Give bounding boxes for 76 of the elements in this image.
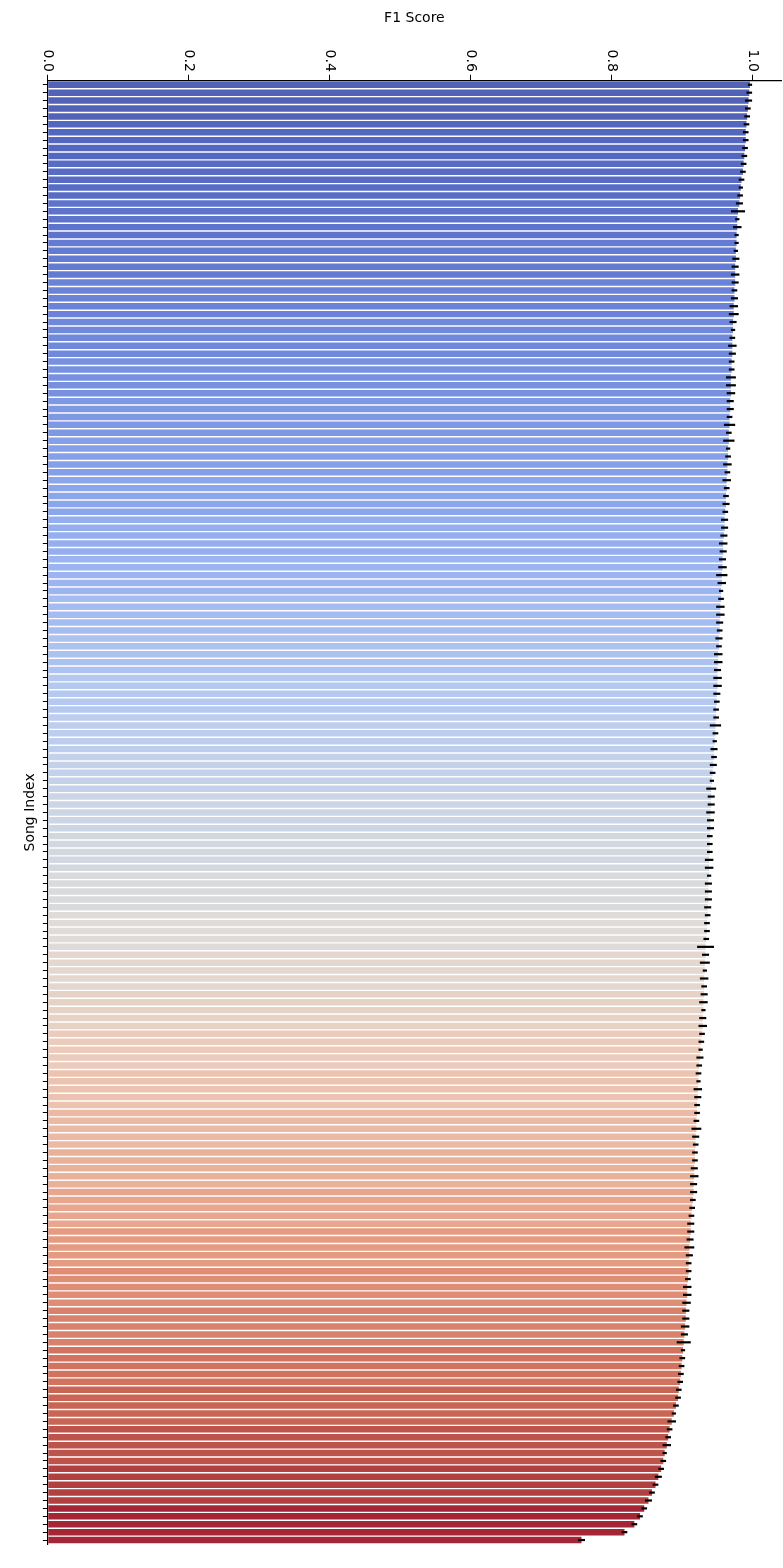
bar — [48, 1528, 625, 1536]
bar — [48, 943, 706, 951]
bar — [48, 397, 731, 405]
bar — [48, 239, 737, 247]
bar — [48, 1109, 698, 1117]
bar — [48, 1117, 697, 1125]
bar — [48, 1449, 665, 1457]
bar — [48, 595, 722, 603]
bar — [48, 1536, 582, 1544]
bar — [48, 405, 731, 413]
x-axis-title: F1 Score — [384, 9, 445, 26]
bar — [48, 1006, 704, 1014]
y-axis-title: Song Index — [21, 773, 38, 852]
bar — [48, 1441, 667, 1449]
bar — [48, 1180, 694, 1188]
bar — [48, 761, 714, 769]
x-tick-label: 0.6 — [464, 49, 481, 72]
bar — [48, 935, 707, 943]
x-tick-label: 1.0 — [746, 49, 763, 72]
bar — [48, 508, 726, 516]
bar — [48, 587, 722, 595]
bar — [48, 136, 746, 144]
bar — [48, 1275, 688, 1283]
bar — [48, 1291, 688, 1299]
bar — [48, 856, 710, 864]
bar — [48, 840, 710, 848]
bar — [48, 919, 707, 927]
bar — [48, 1267, 689, 1275]
bar — [48, 832, 710, 840]
bar — [48, 745, 715, 753]
bar — [48, 848, 710, 856]
bar — [48, 927, 707, 935]
bar — [48, 1465, 662, 1473]
x-tick-label: 0.8 — [605, 49, 622, 72]
bar — [48, 1188, 694, 1196]
bar — [48, 1299, 687, 1307]
bar — [48, 571, 722, 579]
bar — [48, 1346, 684, 1354]
bar — [48, 1014, 703, 1022]
bar — [48, 1457, 664, 1465]
bar — [48, 492, 727, 500]
bar — [48, 682, 718, 690]
bar — [48, 1030, 703, 1038]
bar — [48, 753, 715, 761]
bar — [48, 326, 734, 334]
bar — [48, 1370, 681, 1378]
bar — [48, 769, 713, 777]
bar — [48, 421, 730, 429]
bar — [48, 1204, 693, 1212]
bar — [48, 413, 730, 421]
x-tick-label: 0.0 — [41, 49, 58, 72]
bar — [48, 1354, 683, 1362]
bar — [48, 144, 746, 152]
bar — [48, 152, 745, 160]
bar — [48, 674, 718, 682]
bar — [48, 310, 734, 318]
bar — [48, 231, 737, 239]
bar — [48, 484, 727, 492]
bar — [48, 666, 718, 674]
bar — [48, 223, 738, 231]
x-tick-label: 0.4 — [323, 49, 340, 72]
bar — [48, 1362, 682, 1370]
bar — [48, 247, 736, 255]
bar — [48, 318, 734, 326]
bar — [48, 579, 722, 587]
bar — [48, 334, 733, 342]
bar — [48, 1093, 698, 1101]
bar — [48, 1196, 693, 1204]
bar — [48, 1101, 698, 1109]
x-tick-label: 0.2 — [182, 49, 199, 72]
bar — [48, 1283, 688, 1291]
bar — [48, 658, 719, 666]
bar — [48, 1378, 681, 1386]
bar — [48, 160, 744, 168]
bar — [48, 500, 727, 508]
bar — [48, 1022, 703, 1030]
